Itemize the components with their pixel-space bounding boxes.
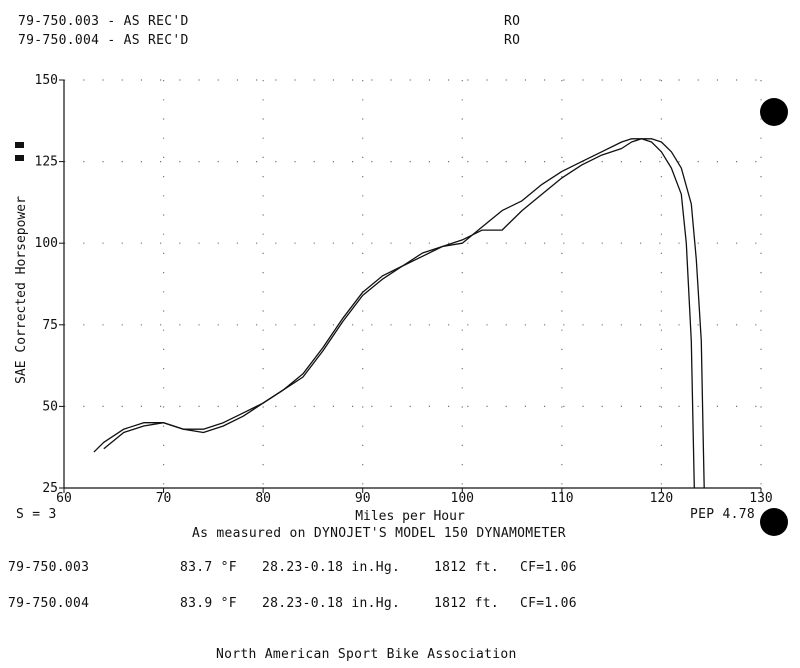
run-2-cf: CF=1.06 [520,596,577,611]
run-1-elevation: 1812 ft. [434,560,500,575]
x-tick-label: 120 [650,491,673,506]
punch-hole-bottom [760,508,788,536]
run-1-cf: CF=1.06 [520,560,577,575]
y-tick-label: 150 [35,73,58,88]
x-tick-label: 80 [255,491,271,506]
run-2-code: RO [504,33,521,48]
y-tick-label: 50 [42,399,58,414]
chart-ticks: 60 70 80 90 100 110 120 130 25 50 75 100 125 150 [35,73,773,506]
x-tick-label: 110 [550,491,573,506]
x-tick-label: 90 [355,491,371,506]
run-2-header: 79-750.004 - AS REC'D [18,33,189,48]
association-name: North American Sport Bike Association [216,647,517,662]
chart-lines [93,138,705,489]
legend-mark-2 [15,155,24,161]
run-1-header: 79-750.003 - AS REC'D [18,14,189,29]
y-tick-label: 100 [35,236,58,251]
y-axis-label: SAE Corrected Horsepower [14,196,29,384]
y-tick-label: 75 [42,318,58,333]
run-2-temp: 83.9 °F [180,596,237,611]
run-1-code: RO [504,14,521,29]
chart-grid [64,79,762,488]
measured-note: As measured on DYNOJET'S MODEL 150 DYNAM… [192,526,566,541]
pep-value: PEP 4.78 [690,507,756,522]
run-1-id: 79-750.003 [8,560,90,575]
run-1-pressure: 28.23-0.18 in.Hg. [262,560,401,575]
legend-mark-1 [15,142,24,148]
run-2-pressure: 28.23-0.18 in.Hg. [262,596,401,611]
y-tick-label: 25 [42,481,58,496]
x-tick-label: 70 [156,491,172,506]
run-1-temp: 83.7 °F [180,560,237,575]
x-axis-label: Miles per Hour [355,509,465,524]
x-tick-label: 60 [56,491,72,506]
x-tick-label: 130 [749,491,772,506]
s-value: S = 3 [16,507,57,522]
run-2-id: 79-750.004 [8,596,90,611]
chart-axes [63,80,761,489]
run-2-elevation: 1812 ft. [434,596,500,611]
series-line-1 [93,138,695,489]
punch-hole-top [760,98,788,126]
series-line-2 [103,138,705,489]
x-tick-label: 100 [451,491,474,506]
y-tick-label: 125 [35,155,58,170]
